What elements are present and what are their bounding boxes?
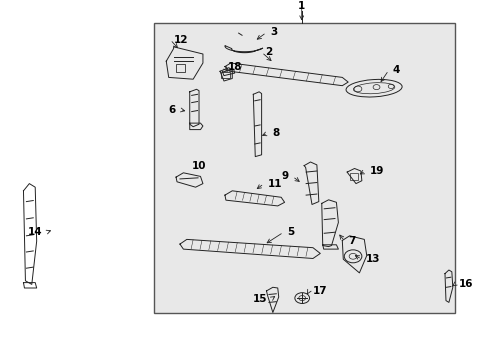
Text: 11: 11 xyxy=(267,179,282,189)
Text: 6: 6 xyxy=(168,105,176,115)
Text: 14: 14 xyxy=(28,227,42,237)
Bar xyxy=(154,23,454,313)
Text: 17: 17 xyxy=(312,286,327,296)
Text: 9: 9 xyxy=(281,171,288,181)
Text: 1: 1 xyxy=(298,1,305,12)
Text: 7: 7 xyxy=(348,236,355,246)
Text: 12: 12 xyxy=(174,35,188,45)
Text: 4: 4 xyxy=(392,65,399,75)
Text: 16: 16 xyxy=(458,279,472,289)
Bar xyxy=(221,72,229,78)
Bar xyxy=(349,173,358,180)
Text: 5: 5 xyxy=(287,227,294,237)
Bar xyxy=(176,64,184,72)
Text: 10: 10 xyxy=(192,161,206,171)
Text: 18: 18 xyxy=(227,62,242,72)
Text: 15: 15 xyxy=(252,294,267,304)
Text: 13: 13 xyxy=(365,254,380,264)
Text: 3: 3 xyxy=(270,27,277,37)
Text: 8: 8 xyxy=(271,128,279,138)
Text: 2: 2 xyxy=(265,47,272,57)
Text: 19: 19 xyxy=(369,166,383,176)
